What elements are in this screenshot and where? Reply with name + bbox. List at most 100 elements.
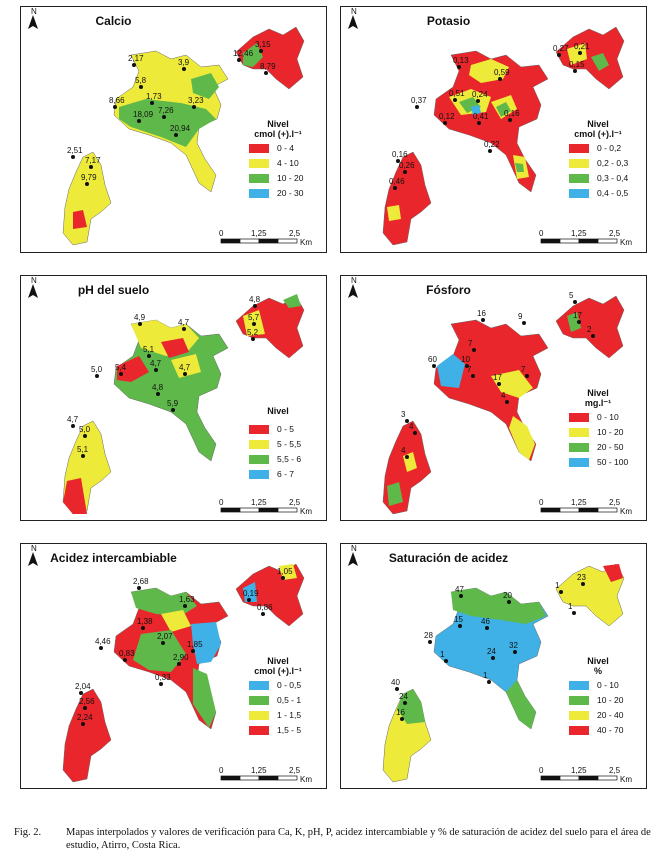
sample-value-label: 60 [428,355,437,364]
sample-point [405,419,409,423]
sample-point [162,115,166,119]
sample-value-label: 4,8 [152,383,164,392]
sample-point [477,121,481,125]
legend-swatch [249,159,269,169]
scale-bar: 0 1,25 2,5Km [219,229,312,247]
sample-value-label: 7 [521,365,526,374]
sample-value-label: 24 [399,692,408,701]
sample-point [444,659,448,663]
legend-item: 0,2 - 0,3 [569,158,628,169]
legend-item: 50 - 100 [569,457,628,468]
sample-value-label: 5,2 [247,328,259,337]
sample-point [476,99,480,103]
class-patch [451,588,546,624]
sample-value-label: 0,83 [119,649,135,658]
sample-value-label: 17 [573,311,582,320]
sample-value-label: 17 [493,373,502,382]
sample-value-label: 1,85 [187,640,203,649]
class-patch [243,582,257,602]
legend-label: 5 - 5,5 [277,439,302,449]
sample-point [264,71,268,75]
sample-value-label: 1 [568,602,573,611]
legend-unit: cmol (+).l⁻¹ [254,666,302,676]
sample-point [251,337,255,341]
sample-value-label: 15 [454,615,463,624]
sample-point [396,159,400,163]
legend-swatch [569,189,589,199]
sample-point [113,105,117,109]
legend-item: 4 - 10 [249,158,299,169]
map-canvas: N4,85,75,24,94,75,15,0 5,4 4,7 4,74,85,94,7… [28,276,312,516]
sample-value-label: 2,56 [79,697,95,706]
sample-point [581,582,585,586]
sample-point [513,650,517,654]
sample-point [572,611,576,615]
scale-bar: 0 1,25 2,5Km [219,498,312,516]
sample-point [403,170,407,174]
legend-heading: Nivel [267,119,289,129]
legend-item: 1,5 - 5 [249,725,301,736]
class-patch [131,588,197,616]
scale-unit: Km [620,507,632,516]
legend-unit: % [593,666,602,676]
scale-bar: 0 1,25 2,5Km [539,766,632,784]
class-patch [471,105,481,115]
sample-point [138,322,142,326]
sample-value-label: 0,21 [574,42,590,51]
sample-value-label: 10 [461,355,470,364]
sample-value-label: 5 [569,291,574,300]
legend-heading: Nivel [587,119,609,129]
legend-label: 0,5 - 1 [277,695,302,705]
class-patch [193,668,216,728]
legend-label: 20 - 40 [597,710,624,720]
scale-unit: Km [300,775,312,784]
sample-point [154,368,158,372]
north-label: N [31,544,37,553]
sample-value-label: 1,38 [137,617,153,626]
sample-value-label: 1 [483,671,488,680]
class-patch [191,73,219,99]
figure-caption-text: Mapas interpolados y valores de verifica… [66,827,651,851]
legend-label: 20 - 50 [597,442,624,452]
class-patch [387,205,401,221]
sample-point [83,706,87,710]
sample-point [150,101,154,105]
sample-point [522,321,526,325]
sample-point [573,69,577,73]
sample-point [415,105,419,109]
sample-value-label: 7,17 [85,156,101,165]
sample-point [71,424,75,428]
map-panel-fosforo: N 5 17 2 16 9 7 10 60 7 7 17 4 3 4 4 0 1,25 2,5 Km Fósforo Ni… [340,275,647,521]
legend-label: 0 - 0,2 [597,143,622,153]
sample-point [395,687,399,691]
sample-point [498,77,502,81]
legend-swatch [569,413,589,423]
sample-value-label: 8,79 [260,62,276,71]
sample-point [171,408,175,412]
sample-point [132,63,136,67]
north-label: N [351,7,357,16]
class-patch [387,482,403,506]
north-arrow-icon: N [348,7,358,29]
legend-swatch [569,711,589,721]
sample-value-label: 3 [401,410,406,419]
sample-value-label: 5,8 [135,76,147,85]
scale-tick-label: 0 [219,766,224,775]
sample-value-label: 4,7 [179,363,191,372]
legend-item: 10 - 20 [569,695,623,706]
sample-value-label: 4,8 [249,295,261,304]
legend-swatch [249,455,269,465]
sample-value-label: 4,46 [95,637,111,646]
sample-point [182,327,186,331]
region-east [235,26,305,90]
legend-swatch [569,443,589,453]
sample-point [458,624,462,628]
legend-item: 0 - 10 [569,412,619,423]
north-label: N [351,276,357,285]
legend-swatch [249,470,269,480]
class-patch [515,163,524,172]
legend-label: 10 - 20 [277,173,304,183]
legend-item: 0,3 - 0,4 [569,173,628,184]
legend-label: 0 - 5 [277,424,295,434]
